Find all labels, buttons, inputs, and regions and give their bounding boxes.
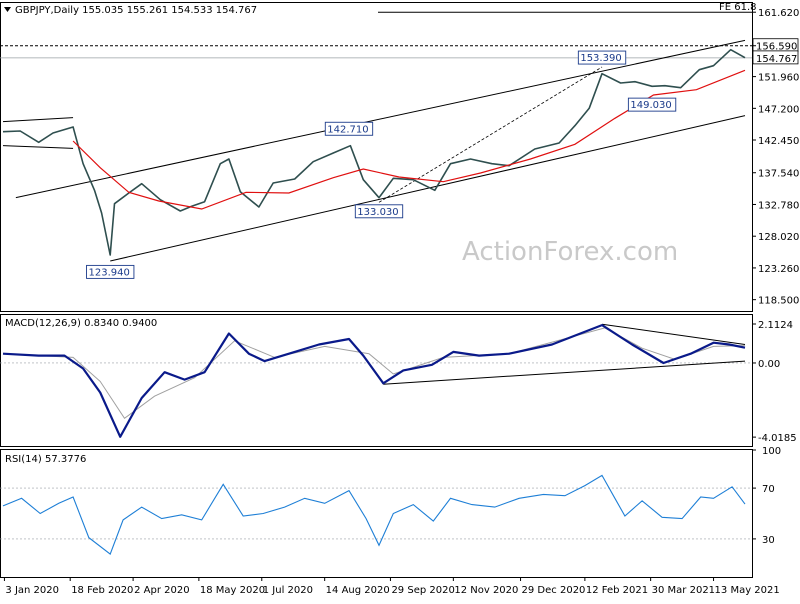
current-price-box xyxy=(752,50,799,65)
chart-header: GBPJPY,Daily 155.035 155.261 154.533 154… xyxy=(15,5,257,16)
sma-line xyxy=(72,69,746,210)
y-tick-label: 30 xyxy=(762,535,775,546)
macd-trend-line xyxy=(383,360,746,385)
price-annotation-label: 149.030 xyxy=(630,100,671,111)
rsi-line xyxy=(2,474,746,555)
y-tick-label: 151.960 xyxy=(758,73,799,84)
price-annotation-label: 153.390 xyxy=(580,53,621,64)
y-tick-label: -4.0185 xyxy=(758,433,797,444)
price-annotation-box xyxy=(577,50,627,65)
macd-trend-line xyxy=(601,323,746,346)
y-tick-label: 132.780 xyxy=(758,200,799,211)
price-annotation-box xyxy=(354,204,404,219)
y-tick-label: 123.260 xyxy=(758,264,799,275)
y-tick-label: 70 xyxy=(762,484,775,495)
watermark: ActionForex.com xyxy=(462,237,678,267)
y-tick-label: 142.450 xyxy=(758,136,799,147)
price-annotation-label: 133.030 xyxy=(357,207,398,218)
x-tick-label: 12 Feb 2021 xyxy=(586,585,648,596)
x-tick-label: 1 Jul 2020 xyxy=(263,585,313,596)
y-tick-label: 2.1124 xyxy=(758,320,793,331)
rsi-panel-frame xyxy=(0,449,753,578)
price-trend-line xyxy=(2,117,74,123)
price-panel-frame xyxy=(0,2,753,312)
x-tick-label: 18 May 2020 xyxy=(200,585,265,596)
x-tick-label: 12 Nov 2020 xyxy=(454,585,518,596)
price-annotation-box xyxy=(86,264,135,279)
price-line xyxy=(2,48,746,256)
y-tick-label: 118.500 xyxy=(758,296,799,307)
price-annotation-box xyxy=(324,121,374,136)
macd-line xyxy=(2,324,746,438)
level-price-label: 156.590 xyxy=(756,42,797,53)
y-tick-label: 147.200 xyxy=(758,104,799,115)
x-tick-label: 29 Dec 2020 xyxy=(522,585,586,596)
current-price-label: 154.767 xyxy=(756,54,797,65)
price-trend-line xyxy=(378,66,603,203)
series-layer xyxy=(2,48,746,555)
price-trend-line xyxy=(110,115,746,262)
dropdown-triangle-icon xyxy=(4,7,11,12)
macd-label: MACD(12,26,9) 0.8340 0.9400 xyxy=(5,318,157,329)
y-tick-label: 100 xyxy=(762,446,781,457)
price-annotation-label: 142.710 xyxy=(327,124,368,135)
x-tick-label: 13 May 2021 xyxy=(715,585,780,596)
y-tick-label: 161.620 xyxy=(758,8,799,19)
price-trend-line xyxy=(15,39,746,199)
rsi-label: RSI(14) 57.3776 xyxy=(5,454,86,465)
price-trend-line xyxy=(2,145,74,149)
x-tick-label: 18 Feb 2020 xyxy=(71,585,133,596)
x-tick-label: 2 Apr 2020 xyxy=(134,585,189,596)
x-tick-label: 30 Mar 2021 xyxy=(652,585,715,596)
price-annotation-box xyxy=(627,97,677,112)
x-tick-label: 29 Sep 2020 xyxy=(391,585,454,596)
macd-panel-frame xyxy=(0,314,753,447)
x-tick-label: 3 Jan 2020 xyxy=(5,585,59,596)
y-tick-label: 128.020 xyxy=(758,232,799,243)
y-tick-label: 0.00 xyxy=(758,359,780,370)
y-tick-label: 137.540 xyxy=(758,169,799,180)
x-tick-label: 14 Aug 2020 xyxy=(326,585,390,596)
trend-lines xyxy=(2,39,746,385)
price-annotation-label: 123.940 xyxy=(89,267,130,278)
fe-label: FE 61.8 xyxy=(719,2,757,13)
macd-signal-line xyxy=(2,327,746,420)
axes: 3 Jan 2020 18 Feb 2020 2 Apr 2020 18 May 20… xyxy=(3,8,799,596)
